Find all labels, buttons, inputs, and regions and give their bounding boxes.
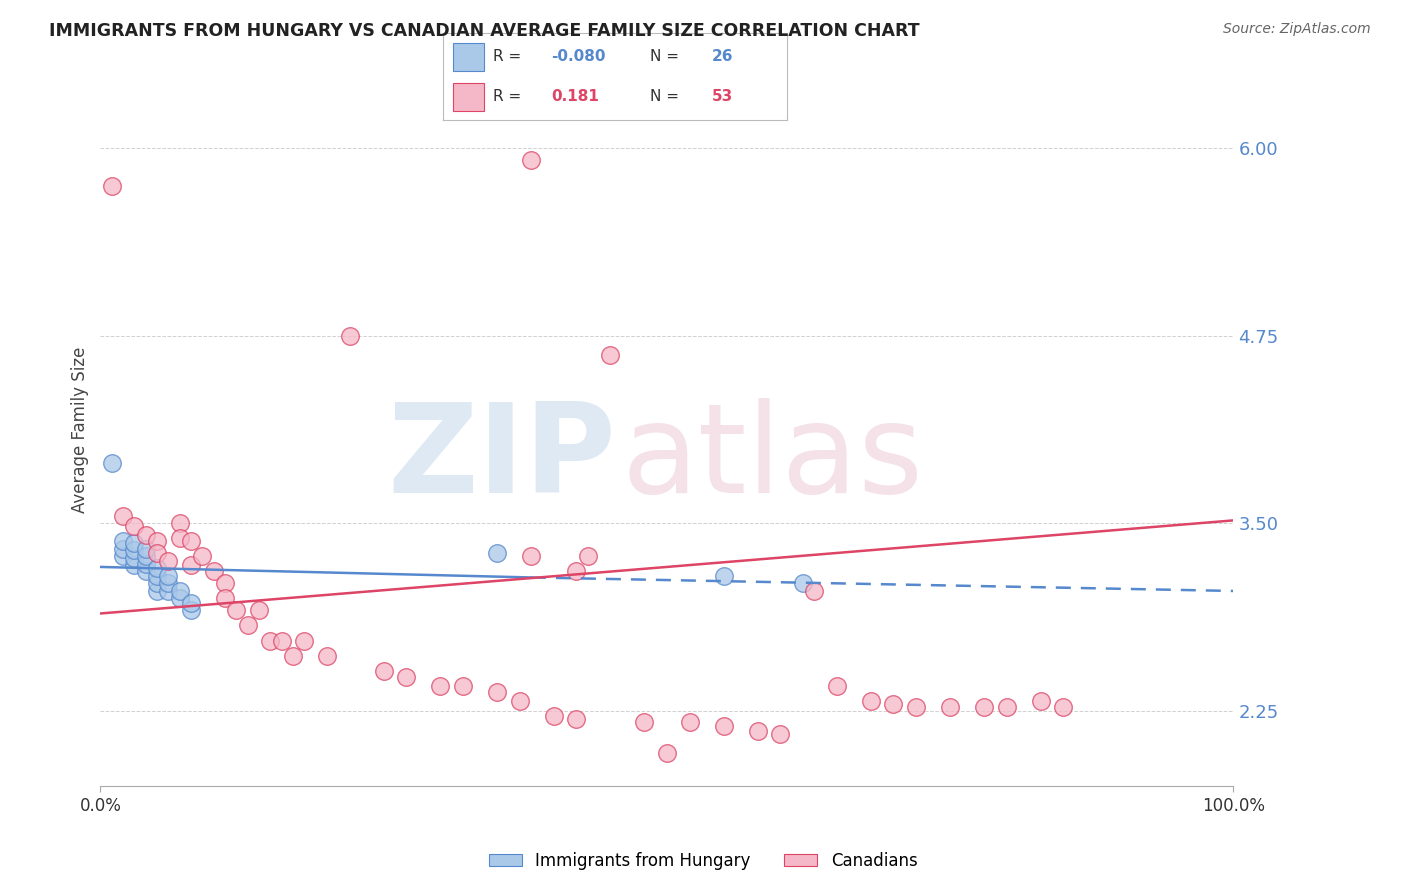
Point [214,591,236,606]
Point [905,699,928,714]
Point [655,746,678,760]
Point [111,534,134,549]
Point [236,618,259,632]
Bar [453,43,484,70]
Point [747,723,769,738]
Point [169,584,191,599]
Point [543,708,565,723]
Point [281,648,304,663]
Point [633,714,655,729]
Point [429,679,451,693]
Point [124,543,146,558]
Point [509,693,531,707]
Text: 26: 26 [711,49,733,64]
Point [180,596,202,610]
Point [100,178,122,193]
Point [135,528,157,542]
Point [803,584,825,599]
Point [247,603,270,617]
Legend: Immigrants from Hungary, Canadians: Immigrants from Hungary, Canadians [482,846,924,877]
Point [395,669,418,683]
Point [146,546,169,560]
Point [180,603,202,617]
Point [316,648,339,663]
Point [180,558,202,573]
Text: N =: N = [650,49,683,64]
Text: 0.181: 0.181 [551,89,599,104]
Point [214,576,236,591]
Point [146,561,169,575]
Point [157,584,180,599]
Text: 53: 53 [711,89,733,104]
Text: N =: N = [650,89,683,104]
Text: R =: R = [494,49,526,64]
Point [124,558,146,573]
Point [157,554,180,568]
Point [713,569,735,583]
Point [259,633,281,648]
Point [111,508,134,523]
Point [565,565,588,579]
Point [451,679,474,693]
Point [599,348,621,362]
Point [270,633,292,648]
Text: atlas: atlas [621,398,924,518]
Point [713,719,735,733]
Text: R =: R = [494,89,526,104]
Point [520,153,543,167]
Point [339,328,361,343]
Point [373,664,395,678]
Point [995,699,1018,714]
Point [157,569,180,583]
Point [825,679,848,693]
Point [485,546,508,560]
Point [1029,693,1052,707]
Point [973,699,995,714]
Point [191,549,214,564]
Point [180,534,202,549]
Point [485,684,508,698]
Point [124,536,146,550]
Point [576,549,599,564]
Text: IMMIGRANTS FROM HUNGARY VS CANADIAN AVERAGE FAMILY SIZE CORRELATION CHART: IMMIGRANTS FROM HUNGARY VS CANADIAN AVER… [49,22,920,40]
Point [111,549,134,564]
Point [859,693,882,707]
Point [146,576,169,591]
Point [202,565,225,579]
Point [169,532,191,546]
Point [135,565,157,579]
Point [792,576,814,591]
Point [769,726,792,740]
Point [565,712,588,726]
Point [678,714,700,729]
Point [520,549,543,564]
Text: ZIP: ZIP [387,398,616,518]
Point [292,633,315,648]
Point [1052,699,1074,714]
Text: -0.080: -0.080 [551,49,606,64]
Point [225,603,247,617]
Point [124,550,146,565]
Y-axis label: Average Family Size: Average Family Size [72,346,89,513]
Point [157,576,180,591]
Point [135,541,157,556]
Point [135,549,157,564]
Point [100,456,122,470]
Point [146,569,169,583]
Point [882,697,904,711]
Bar [453,83,484,111]
Point [124,519,146,533]
Point [146,584,169,599]
Point [146,534,169,549]
Point [169,591,191,606]
Point [111,541,134,556]
Text: Source: ZipAtlas.com: Source: ZipAtlas.com [1223,22,1371,37]
Point [169,516,191,531]
Point [135,557,157,571]
Point [939,699,962,714]
